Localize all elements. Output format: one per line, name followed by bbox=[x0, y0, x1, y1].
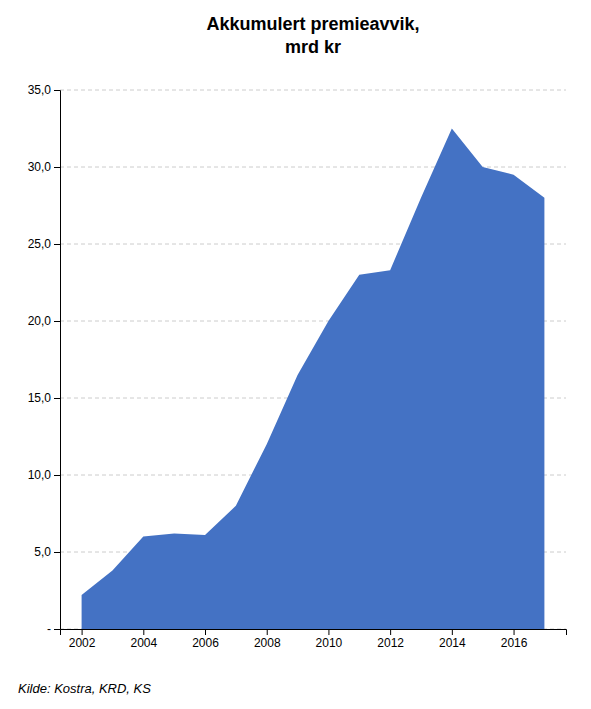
chart: 2002 2004 2006 2008 2010 2012 2014 2016 - 5,0 10,0… bbox=[0, 0, 591, 709]
x-tick-label: 2016 bbox=[501, 636, 528, 650]
y-tick: 30,0 bbox=[28, 160, 60, 174]
area bbox=[82, 129, 545, 630]
x-tick-label: 2008 bbox=[254, 636, 281, 650]
grid-line bbox=[60, 90, 566, 91]
x-tick: 2010 bbox=[316, 629, 343, 650]
marks bbox=[82, 129, 545, 630]
x-tick-label: 2014 bbox=[439, 636, 466, 650]
y-tick: - bbox=[47, 622, 60, 636]
x-tick-mark bbox=[82, 629, 83, 635]
x-tick-mark bbox=[452, 629, 453, 635]
title: Akkumulert premieavvik,mrd kr bbox=[206, 14, 419, 57]
x-tick-mark bbox=[328, 629, 329, 635]
y-tick-mark bbox=[54, 398, 60, 399]
x-tick-mark bbox=[267, 629, 268, 635]
y-tick-label: 30,0 bbox=[28, 160, 52, 174]
x-axis: 2002 2004 2006 2008 2010 2012 2014 2016 bbox=[61, 629, 567, 650]
x-tick: 2008 bbox=[254, 629, 281, 650]
y-tick-label: 5,0 bbox=[34, 545, 51, 559]
y-tick-label: 25,0 bbox=[28, 237, 52, 251]
y-tick: 15,0 bbox=[28, 391, 60, 405]
x-tick-label: 2002 bbox=[69, 636, 96, 650]
x-tick-mark bbox=[205, 629, 206, 635]
annotation: Kilde: Kostra, KRD, KS bbox=[18, 681, 151, 696]
grid bbox=[60, 90, 566, 629]
x-tick: 2016 bbox=[501, 629, 528, 650]
y-tick: 5,0 bbox=[34, 545, 60, 559]
x-tick-label: 2012 bbox=[377, 636, 404, 650]
y-tick-mark bbox=[54, 552, 60, 553]
x-tick: 2006 bbox=[192, 629, 219, 650]
y-tick: 35,0 bbox=[28, 83, 60, 97]
y-tick: 25,0 bbox=[28, 237, 60, 251]
x-tick-mark bbox=[143, 629, 144, 635]
y-tick-mark bbox=[54, 321, 60, 322]
x-tick: 2002 bbox=[69, 629, 96, 650]
y-axis-line bbox=[54, 91, 61, 630]
plot: 2002 2004 2006 2008 2010 2012 2014 2016 - 5,0 10,0… bbox=[28, 83, 567, 649]
y-tick-label: 10,0 bbox=[28, 468, 52, 482]
y-tick-label: 15,0 bbox=[28, 391, 52, 405]
y-tick-mark bbox=[54, 244, 60, 245]
y-tick: 10,0 bbox=[28, 468, 60, 482]
x-tick-mark bbox=[390, 629, 391, 635]
y-tick-mark bbox=[54, 90, 60, 91]
y-tick-label: 35,0 bbox=[28, 83, 52, 97]
y-axis: - 5,0 10,0 15,0 20,0 25,0 30,0 35,0 bbox=[28, 83, 61, 636]
x-tick-label: 2010 bbox=[316, 636, 343, 650]
y-tick-mark bbox=[54, 167, 60, 168]
y-tick: 20,0 bbox=[28, 314, 60, 328]
y-tick-mark bbox=[54, 629, 60, 630]
x-axis-line bbox=[61, 630, 567, 636]
x-tick: 2012 bbox=[377, 629, 404, 650]
x-tick: 2004 bbox=[130, 629, 157, 650]
x-tick: 2014 bbox=[439, 629, 466, 650]
y-tick-label: - bbox=[47, 622, 51, 636]
x-tick-mark bbox=[514, 629, 515, 635]
y-tick-label: 20,0 bbox=[28, 314, 52, 328]
x-tick-label: 2004 bbox=[130, 636, 157, 650]
y-tick-mark bbox=[54, 475, 60, 476]
grid-line bbox=[60, 167, 566, 168]
x-tick-label: 2006 bbox=[192, 636, 219, 650]
